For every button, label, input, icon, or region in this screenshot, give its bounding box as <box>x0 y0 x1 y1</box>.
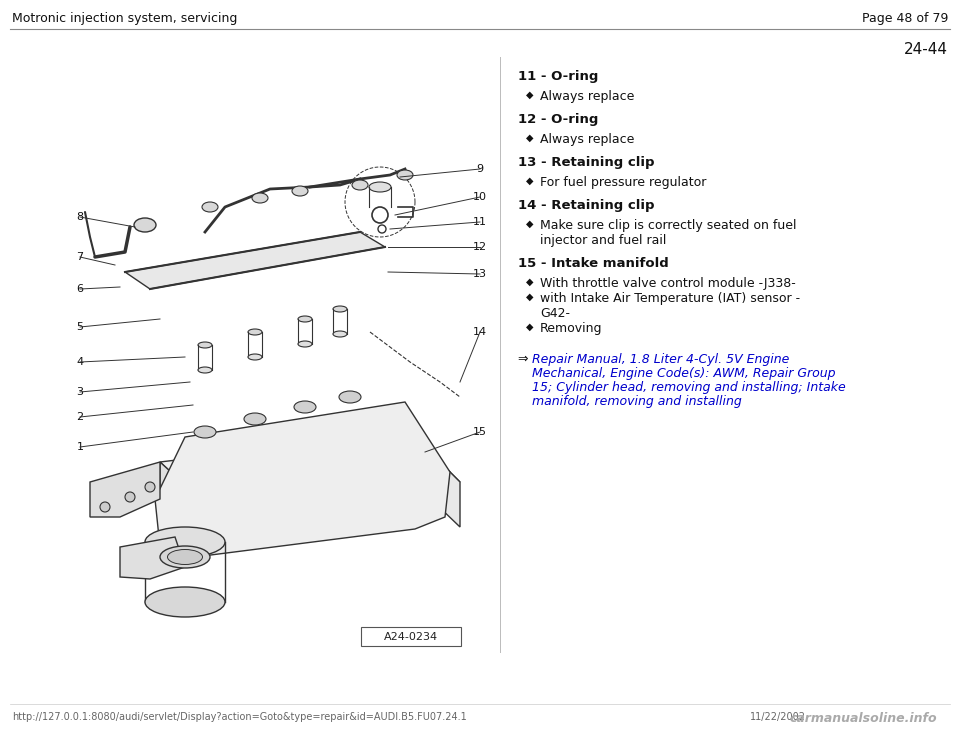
Text: ◆: ◆ <box>526 176 534 186</box>
Text: carmanualsoline.info: carmanualsoline.info <box>790 712 938 725</box>
Text: with Intake Air Temperature (IAT) sensor -: with Intake Air Temperature (IAT) sensor… <box>540 292 800 305</box>
Text: 13: 13 <box>473 269 487 279</box>
Text: For fuel pressure regulator: For fuel pressure regulator <box>540 176 707 189</box>
Text: 2: 2 <box>77 412 84 422</box>
Ellipse shape <box>145 587 225 617</box>
Ellipse shape <box>252 193 268 203</box>
Ellipse shape <box>339 391 361 403</box>
Text: 4: 4 <box>77 357 84 367</box>
Text: 3: 3 <box>77 387 84 397</box>
Text: 13 - Retaining clip: 13 - Retaining clip <box>518 156 655 169</box>
Text: 12: 12 <box>473 242 487 252</box>
Text: injector and fuel rail: injector and fuel rail <box>540 234 666 247</box>
Ellipse shape <box>352 180 368 190</box>
Text: 6: 6 <box>77 284 84 294</box>
Text: Mechanical, Engine Code(s): AWM, Repair Group: Mechanical, Engine Code(s): AWM, Repair … <box>532 367 835 380</box>
Text: 15 - Intake manifold: 15 - Intake manifold <box>518 257 669 270</box>
Text: manifold, removing and installing: manifold, removing and installing <box>532 395 742 408</box>
Polygon shape <box>160 432 460 517</box>
Text: G42-: G42- <box>540 307 570 320</box>
Text: Repair Manual, 1.8 Liter 4-Cyl. 5V Engine: Repair Manual, 1.8 Liter 4-Cyl. 5V Engin… <box>532 353 789 366</box>
FancyBboxPatch shape <box>361 627 461 646</box>
Text: A24-0234: A24-0234 <box>384 632 438 642</box>
Circle shape <box>125 492 135 502</box>
Circle shape <box>100 502 110 512</box>
Text: 14 - Retaining clip: 14 - Retaining clip <box>518 199 655 212</box>
Ellipse shape <box>198 342 212 348</box>
Text: ◆: ◆ <box>526 133 534 143</box>
Text: Always replace: Always replace <box>540 133 635 146</box>
Circle shape <box>145 482 155 492</box>
Ellipse shape <box>248 329 262 335</box>
Ellipse shape <box>369 182 391 192</box>
Text: Always replace: Always replace <box>540 90 635 103</box>
Ellipse shape <box>248 354 262 360</box>
Ellipse shape <box>202 202 218 212</box>
Text: 8: 8 <box>77 212 84 222</box>
Ellipse shape <box>294 401 316 413</box>
Ellipse shape <box>167 550 203 565</box>
Ellipse shape <box>198 367 212 373</box>
Polygon shape <box>160 462 220 552</box>
Text: 11: 11 <box>473 217 487 227</box>
Text: Motronic injection system, servicing: Motronic injection system, servicing <box>12 12 237 25</box>
Text: Make sure clip is correctly seated on fuel: Make sure clip is correctly seated on fu… <box>540 219 797 232</box>
Polygon shape <box>410 432 460 527</box>
Ellipse shape <box>160 546 210 568</box>
Ellipse shape <box>298 316 312 322</box>
Text: ◆: ◆ <box>526 90 534 100</box>
Ellipse shape <box>134 218 156 232</box>
Polygon shape <box>155 402 450 557</box>
Ellipse shape <box>292 186 308 196</box>
Ellipse shape <box>145 527 225 557</box>
Ellipse shape <box>298 341 312 347</box>
Ellipse shape <box>397 170 413 180</box>
Ellipse shape <box>333 331 347 337</box>
Text: 14: 14 <box>473 327 487 337</box>
Polygon shape <box>125 232 385 289</box>
Polygon shape <box>90 462 160 517</box>
Text: ⇒: ⇒ <box>518 353 533 366</box>
Text: Page 48 of 79: Page 48 of 79 <box>862 12 948 25</box>
Text: Removing: Removing <box>540 322 603 335</box>
Text: ◆: ◆ <box>526 322 534 332</box>
Ellipse shape <box>194 426 216 438</box>
Ellipse shape <box>244 413 266 425</box>
Text: 5: 5 <box>77 322 84 332</box>
Text: 15: 15 <box>473 427 487 437</box>
Text: ◆: ◆ <box>526 292 534 302</box>
Text: 10: 10 <box>473 192 487 202</box>
Text: ◆: ◆ <box>526 277 534 287</box>
Circle shape <box>372 207 388 223</box>
Text: 24-44: 24-44 <box>904 42 948 57</box>
Text: 11 - O-ring: 11 - O-ring <box>518 70 598 83</box>
Polygon shape <box>120 537 185 579</box>
Text: With throttle valve control module -J338-: With throttle valve control module -J338… <box>540 277 796 290</box>
Ellipse shape <box>333 306 347 312</box>
Text: 15; Cylinder head, removing and installing; Intake: 15; Cylinder head, removing and installi… <box>532 381 846 394</box>
Text: 12 - O-ring: 12 - O-ring <box>518 113 598 126</box>
Text: 9: 9 <box>476 164 484 174</box>
Text: ◆: ◆ <box>526 219 534 229</box>
Text: 11/22/2002: 11/22/2002 <box>750 712 806 722</box>
Text: 7: 7 <box>77 252 84 262</box>
Circle shape <box>378 225 386 233</box>
Text: http://127.0.0.1:8080/audi/servlet/Display?action=Goto&type=repair&id=AUDI.B5.FU: http://127.0.0.1:8080/audi/servlet/Displ… <box>12 712 467 722</box>
Text: 1: 1 <box>77 442 84 452</box>
